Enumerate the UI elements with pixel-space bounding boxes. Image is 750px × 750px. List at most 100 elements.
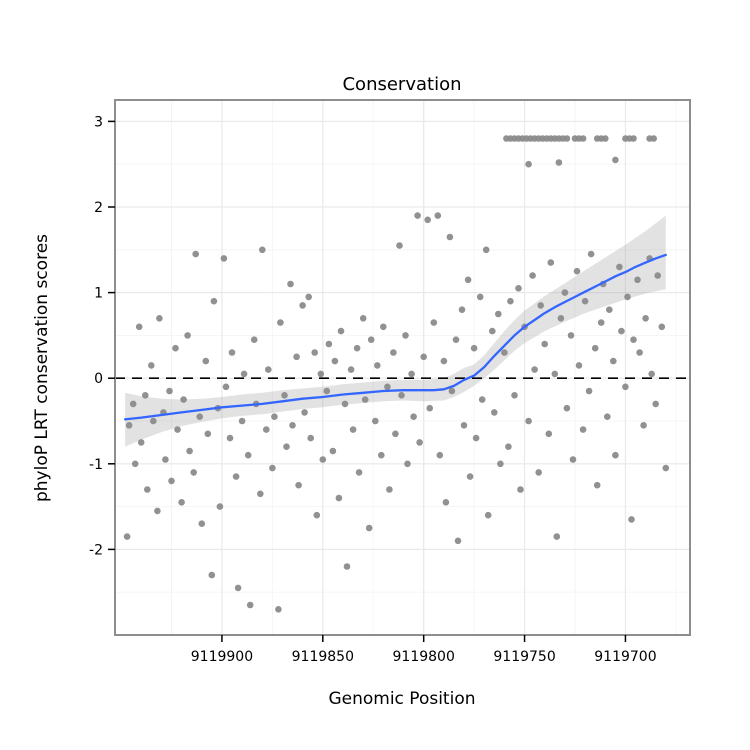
y-tick-label: 3 xyxy=(94,114,103,130)
data-point xyxy=(137,439,145,446)
data-point xyxy=(216,503,224,510)
data-point xyxy=(515,285,522,292)
data-point xyxy=(470,344,478,352)
data-point xyxy=(581,297,589,305)
data-point xyxy=(129,400,137,408)
data-point xyxy=(335,494,343,502)
data-point xyxy=(424,216,432,224)
chart-layers: 9119900 9119850 9119800 9119750 9119700 -2 -1 0… xyxy=(89,99,691,665)
data-point xyxy=(313,511,321,519)
data-point xyxy=(464,276,472,284)
data-point xyxy=(541,340,548,348)
data-point xyxy=(501,349,508,356)
data-point xyxy=(602,135,609,142)
data-point xyxy=(472,434,480,442)
data-point xyxy=(551,370,559,378)
data-point xyxy=(436,451,444,459)
data-point xyxy=(491,409,498,416)
data-point xyxy=(434,212,442,219)
data-point xyxy=(652,400,659,408)
data-point xyxy=(355,469,363,476)
data-point xyxy=(440,357,448,365)
data-point xyxy=(636,349,643,356)
data-point xyxy=(593,481,601,489)
data-point xyxy=(511,392,518,399)
data-point xyxy=(585,387,593,395)
data-point xyxy=(198,520,206,527)
data-point xyxy=(442,499,450,506)
data-point xyxy=(426,404,434,412)
data-point xyxy=(537,302,544,309)
data-point xyxy=(591,344,599,352)
data-point xyxy=(238,417,246,425)
panel-background xyxy=(115,100,690,635)
data-point xyxy=(416,439,423,446)
data-point xyxy=(144,486,151,493)
data-point xyxy=(220,255,228,262)
x-tick-label: 9119850 xyxy=(292,649,354,665)
data-point xyxy=(123,533,131,540)
data-point xyxy=(478,396,486,403)
data-point xyxy=(597,319,605,326)
data-point xyxy=(575,362,583,369)
data-point xyxy=(349,426,357,433)
confidence-band xyxy=(125,215,666,447)
data-point xyxy=(525,417,532,425)
data-point xyxy=(604,413,611,421)
data-point xyxy=(430,319,438,326)
data-point xyxy=(410,413,417,421)
data-point xyxy=(384,383,391,391)
data-point xyxy=(135,323,143,331)
data-point xyxy=(125,422,133,429)
data-point xyxy=(476,293,484,301)
data-point xyxy=(365,524,373,532)
data-point xyxy=(226,434,234,442)
data-point xyxy=(208,571,216,579)
data-point xyxy=(204,430,212,438)
data-point xyxy=(374,362,381,369)
y-tick-label: 2 xyxy=(94,200,103,216)
y-tick-label: 1 xyxy=(94,286,103,302)
data-point xyxy=(525,160,532,168)
data-point xyxy=(654,272,661,279)
y-tick-label: 0 xyxy=(94,371,103,387)
data-point xyxy=(404,460,411,468)
data-point xyxy=(505,443,512,451)
data-point xyxy=(196,413,203,421)
data-point xyxy=(156,315,163,322)
data-point xyxy=(529,272,536,279)
data-point xyxy=(162,456,169,463)
y-tick-label: -1 xyxy=(89,457,103,473)
data-point xyxy=(142,392,149,399)
data-point xyxy=(628,516,635,523)
data-point xyxy=(150,417,157,425)
data-point xyxy=(190,469,197,476)
data-point xyxy=(612,156,619,164)
data-point xyxy=(311,349,319,356)
x-tick-label: 9119700 xyxy=(594,649,656,665)
data-point xyxy=(610,357,617,365)
data-point xyxy=(618,327,625,335)
data-point xyxy=(343,563,351,570)
data-point xyxy=(606,306,613,314)
data-point xyxy=(622,383,629,391)
data-point xyxy=(448,387,456,395)
data-point xyxy=(331,357,339,365)
y-axis-label: phyloP LRT conservation scores xyxy=(32,234,52,502)
data-point xyxy=(414,212,421,219)
data-point xyxy=(378,451,385,459)
data-point xyxy=(178,499,185,506)
data-point xyxy=(347,366,355,373)
data-point xyxy=(420,353,428,361)
data-point xyxy=(154,507,161,515)
data-point xyxy=(531,366,538,373)
data-point xyxy=(202,357,210,365)
data-point xyxy=(634,276,641,284)
x-tick-label: 9119750 xyxy=(493,649,555,665)
x-tick-label: 9119800 xyxy=(393,649,455,665)
data-point xyxy=(168,477,175,485)
data-point xyxy=(246,601,254,609)
data-point xyxy=(396,242,403,249)
data-point xyxy=(222,383,230,391)
